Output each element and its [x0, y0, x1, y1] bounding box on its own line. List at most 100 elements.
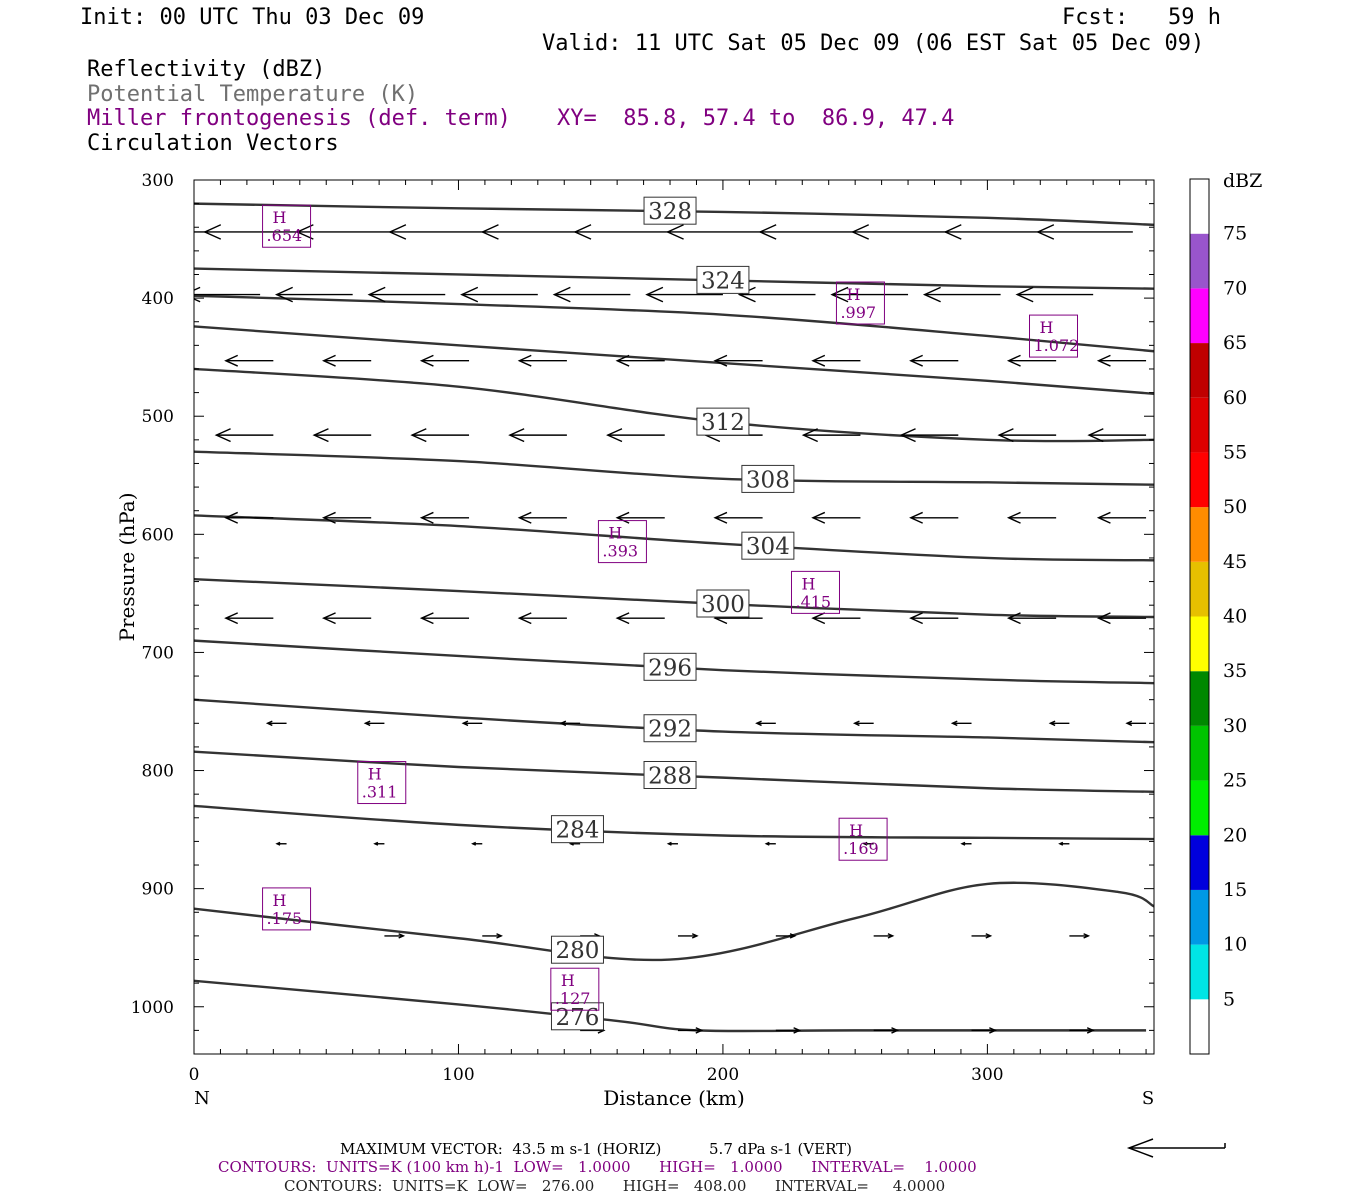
vector-arrowhead	[321, 612, 336, 625]
valid-time: Valid: 11 UTC Sat 05 Dec 09 (06 EST Sat …	[542, 31, 1205, 56]
fronto-max-label: H	[368, 765, 382, 784]
x-tick-label: 300	[971, 1065, 1003, 1085]
vector-arrowhead	[960, 841, 966, 846]
vector-arrowhead	[552, 286, 571, 303]
vector-arrowhead	[559, 720, 567, 727]
vector-arrowhead	[275, 841, 281, 846]
vector-arrowhead	[295, 224, 314, 240]
theta-label-box	[696, 589, 750, 618]
reference-vector-arrow	[1126, 1138, 1226, 1158]
theta-contour	[194, 294, 1154, 353]
vector-arrowhead	[224, 354, 239, 367]
fronto-max-value: .654	[267, 226, 303, 245]
vector-arrowhead	[691, 933, 699, 939]
theta-contour	[194, 979, 1147, 1033]
colorbar-label: 60	[1223, 387, 1247, 409]
vector-arrowhead	[367, 286, 386, 303]
colorbar-label: 55	[1223, 441, 1247, 463]
fronto-max-box	[262, 887, 312, 931]
vector-arrowhead	[737, 286, 756, 303]
theta-label: 280	[556, 938, 600, 964]
vector-arrowhead	[606, 428, 623, 443]
vector-arrowhead	[862, 841, 868, 846]
vector-arrowhead	[496, 933, 503, 939]
fronto-max-value: .311	[362, 783, 398, 802]
colorbar-segment	[1190, 944, 1209, 1000]
fronto-max-box	[550, 967, 600, 1011]
theta-label-box	[643, 652, 697, 681]
colorbar-label: 30	[1223, 715, 1247, 737]
vector-arrowhead	[1096, 612, 1111, 625]
max-vector-info: MAXIMUM VECTOR: 43.5 m s-1 (HORIZ) 5.7 d…	[340, 1140, 852, 1158]
vector-arrowhead	[713, 511, 728, 524]
vector-arrowhead	[508, 428, 525, 443]
theta-label: 324	[701, 268, 745, 294]
vector-arrowhead	[764, 841, 770, 846]
theta-label-box	[643, 196, 697, 225]
colorbar-segment	[1190, 343, 1209, 398]
theta-contour	[194, 698, 1154, 744]
vector-arrowhead	[1006, 511, 1021, 524]
vector-arrowhead	[274, 286, 293, 303]
fronto-max-label: H	[801, 574, 815, 593]
vector-arrowhead	[615, 612, 630, 625]
colorbar-label: 5	[1223, 988, 1235, 1010]
colorbar-segment	[1190, 616, 1209, 672]
y-tick-label: 400	[142, 289, 174, 309]
vector-arrowhead	[573, 224, 592, 240]
fronto-max-label: H	[608, 524, 622, 543]
colorbar-segment	[1190, 780, 1209, 836]
field-theta: Potential Temperature (K)	[87, 82, 419, 107]
vector-arrowhead	[943, 224, 962, 240]
vector-arrowhead	[989, 1027, 997, 1034]
theta-label: 328	[648, 199, 692, 225]
vector-arrowhead	[1096, 354, 1111, 367]
fronto-max-label: H	[273, 891, 287, 910]
colorbar-label: 20	[1223, 824, 1247, 846]
vector-arrowhead	[909, 511, 923, 524]
vector-arrowhead	[1083, 933, 1091, 939]
fronto-max-label: H	[849, 821, 863, 840]
vector-arrowhead	[1036, 224, 1055, 240]
y-tick-label: 700	[142, 643, 174, 663]
vector-arrowhead	[811, 511, 826, 524]
vector-arrowhead	[517, 612, 532, 625]
fronto-max-box	[597, 520, 647, 564]
colorbar-segment	[1190, 671, 1209, 726]
colorbar-segment	[1190, 397, 1209, 453]
vector-arrowhead	[997, 428, 1014, 443]
colorbar-label: 45	[1223, 551, 1247, 573]
colorbar-label: 35	[1223, 660, 1247, 682]
theta-contour	[194, 267, 1154, 290]
forecast-hour: Fcst: 59 h	[1062, 5, 1221, 30]
plot-frame	[193, 179, 1155, 1055]
vector-arrowhead	[363, 720, 371, 727]
vector-arrowhead	[758, 224, 777, 240]
y-tick-label: 1000	[131, 998, 174, 1018]
y-tick-label: 300	[142, 171, 174, 191]
theta-contour	[194, 750, 1154, 793]
y-tick-label: 900	[142, 880, 174, 900]
vector-arrowhead	[666, 841, 672, 846]
colorbar-segment	[1190, 889, 1209, 945]
fronto-max-label: H	[561, 971, 575, 990]
vector-arrowhead	[789, 933, 797, 939]
vector-arrowhead	[461, 720, 469, 727]
colorbar-label: 15	[1223, 879, 1247, 901]
vector-arrowhead	[419, 612, 434, 625]
vector-arrowhead	[373, 841, 379, 846]
vector-arrowhead	[755, 720, 762, 727]
theta-contour	[194, 578, 1154, 619]
y-tick-label: 600	[142, 525, 174, 545]
theta-contour	[194, 514, 1154, 562]
vector-arrowhead	[419, 511, 434, 524]
colorbar-segment	[1190, 233, 1209, 289]
vector-arrowhead	[312, 428, 329, 443]
colorbar-segment	[1190, 999, 1209, 1054]
fronto-contour-info: CONTOURS: UNITS=K (100 km h)-1 LOW= 1.00…	[218, 1158, 977, 1176]
vector-arrowhead	[112, 225, 128, 239]
fronto-max-value: .175	[267, 909, 303, 928]
colorbar-label: 50	[1223, 496, 1247, 518]
colorbar-frame	[1189, 178, 1210, 1055]
